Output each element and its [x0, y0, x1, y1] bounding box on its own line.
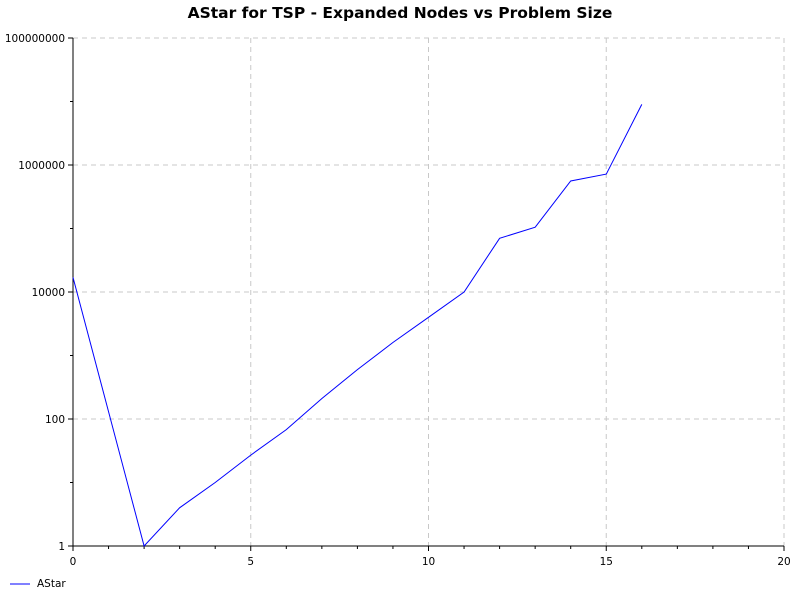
data-point	[606, 173, 607, 174]
data-point	[144, 545, 145, 546]
legend: AStar	[10, 578, 66, 590]
data-point	[570, 180, 571, 181]
legend-label-astar: AStar	[37, 578, 66, 590]
series-line-astar	[72, 104, 643, 548]
y-tick-label: 100000000	[5, 33, 65, 45]
y-tick-label: 1	[58, 541, 65, 553]
grid-layer	[73, 37, 785, 546]
data-point	[179, 507, 180, 508]
y-tick-label: 1000000	[18, 160, 65, 172]
data-point	[535, 227, 536, 228]
data-point	[428, 317, 429, 318]
data-point	[392, 342, 393, 343]
data-point	[641, 104, 642, 105]
x-tick-label: 10	[422, 556, 435, 568]
data-point	[321, 398, 322, 399]
x-tick-label: 15	[600, 556, 613, 568]
x-tick-label: 5	[247, 556, 254, 568]
series-layer	[72, 104, 643, 548]
data-point	[72, 277, 73, 278]
data-point	[499, 238, 500, 239]
chart-title: AStar for TSP - Expanded Nodes vs Proble…	[188, 4, 613, 22]
x-tick-label: 20	[777, 556, 790, 568]
x-tick-label: 0	[70, 556, 77, 568]
data-point	[250, 455, 251, 456]
y-tick-label: 10000	[32, 287, 65, 299]
y-tick-label: 100	[45, 414, 65, 426]
data-point	[463, 291, 464, 292]
axis-layer: 0 5 10 15 20 1 100 10000 1000000 100000000	[5, 33, 791, 568]
data-point	[286, 429, 287, 430]
data-point	[357, 369, 358, 370]
data-point	[215, 482, 216, 483]
